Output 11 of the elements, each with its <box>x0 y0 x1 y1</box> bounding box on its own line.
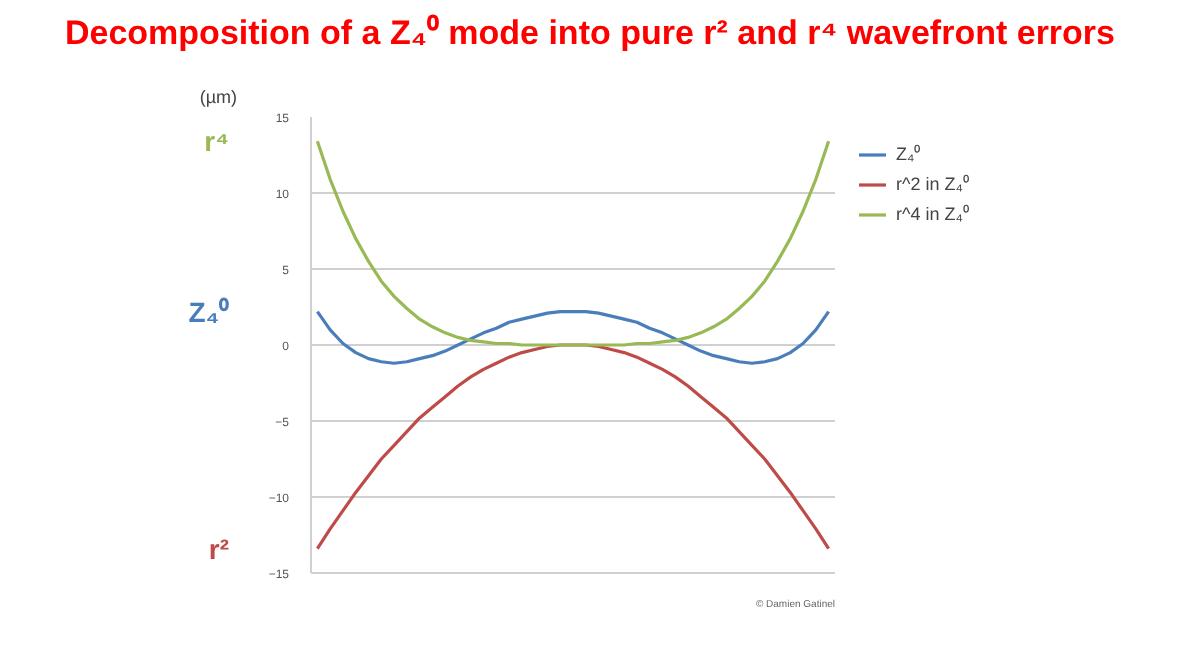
chart-title: Decomposition of a Z₄⁰ mode into pure r² and r⁴ wavefront errors <box>64 12 1115 56</box>
line-series <box>315 140 831 348</box>
legend-label: Z₄⁰ <box>896 142 923 167</box>
legend-label: r^4 in Z₄⁰ <box>896 202 969 227</box>
text: r² <box>208 533 230 566</box>
text: Z₄⁰ <box>188 296 230 329</box>
y-axis-title: (µm) <box>199 87 238 108</box>
line-series <box>315 343 831 551</box>
legend-label: r^2 in Z₄⁰ <box>896 172 969 197</box>
text: r⁴ <box>204 125 230 158</box>
line-series <box>315 310 831 366</box>
